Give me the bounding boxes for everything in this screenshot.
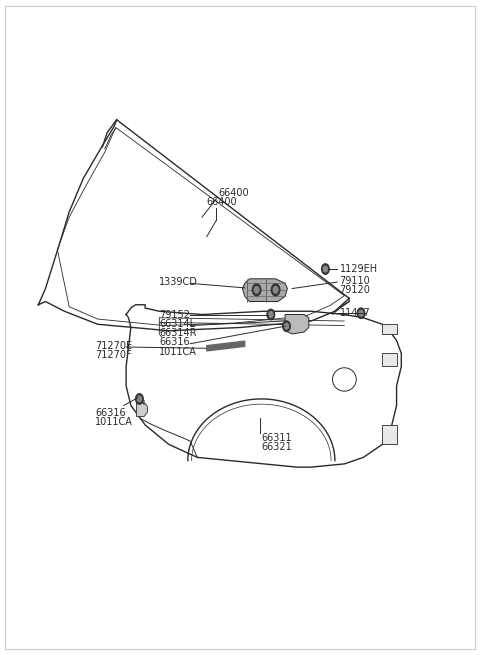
Polygon shape [242,279,288,301]
Text: 66311: 66311 [261,433,292,443]
Text: 79110: 79110 [340,276,371,286]
Text: 1011CA: 1011CA [159,346,197,356]
Text: 66400: 66400 [207,197,238,208]
Polygon shape [137,402,147,417]
Circle shape [273,287,278,293]
Circle shape [324,266,327,272]
Ellipse shape [333,367,356,391]
Polygon shape [383,354,396,366]
Text: 71270F: 71270F [96,350,132,360]
Text: 79152: 79152 [159,310,191,320]
Text: 79120: 79120 [340,285,371,295]
Polygon shape [207,341,245,351]
Polygon shape [285,314,309,334]
Circle shape [357,308,365,318]
Polygon shape [383,425,396,444]
Circle shape [137,396,142,402]
Circle shape [283,321,290,331]
Circle shape [267,309,275,320]
Text: 66316: 66316 [96,408,126,419]
Polygon shape [383,324,396,334]
Circle shape [269,312,273,318]
Circle shape [285,324,288,329]
Text: 1339CD: 1339CD [159,277,198,287]
Text: 66316: 66316 [159,337,190,347]
Circle shape [252,284,261,295]
Text: 66314R: 66314R [159,328,197,339]
Circle shape [271,284,280,295]
Circle shape [322,264,329,274]
Text: 66321: 66321 [261,442,292,452]
Text: 11407: 11407 [340,309,371,318]
Text: 66400: 66400 [219,187,249,198]
Text: 71270E: 71270E [96,341,132,350]
Text: 66314L: 66314L [159,319,195,329]
Circle shape [254,287,259,293]
Text: 1129EH: 1129EH [340,264,378,274]
Text: 1011CA: 1011CA [96,417,133,427]
Circle shape [136,394,143,404]
Circle shape [359,310,363,316]
